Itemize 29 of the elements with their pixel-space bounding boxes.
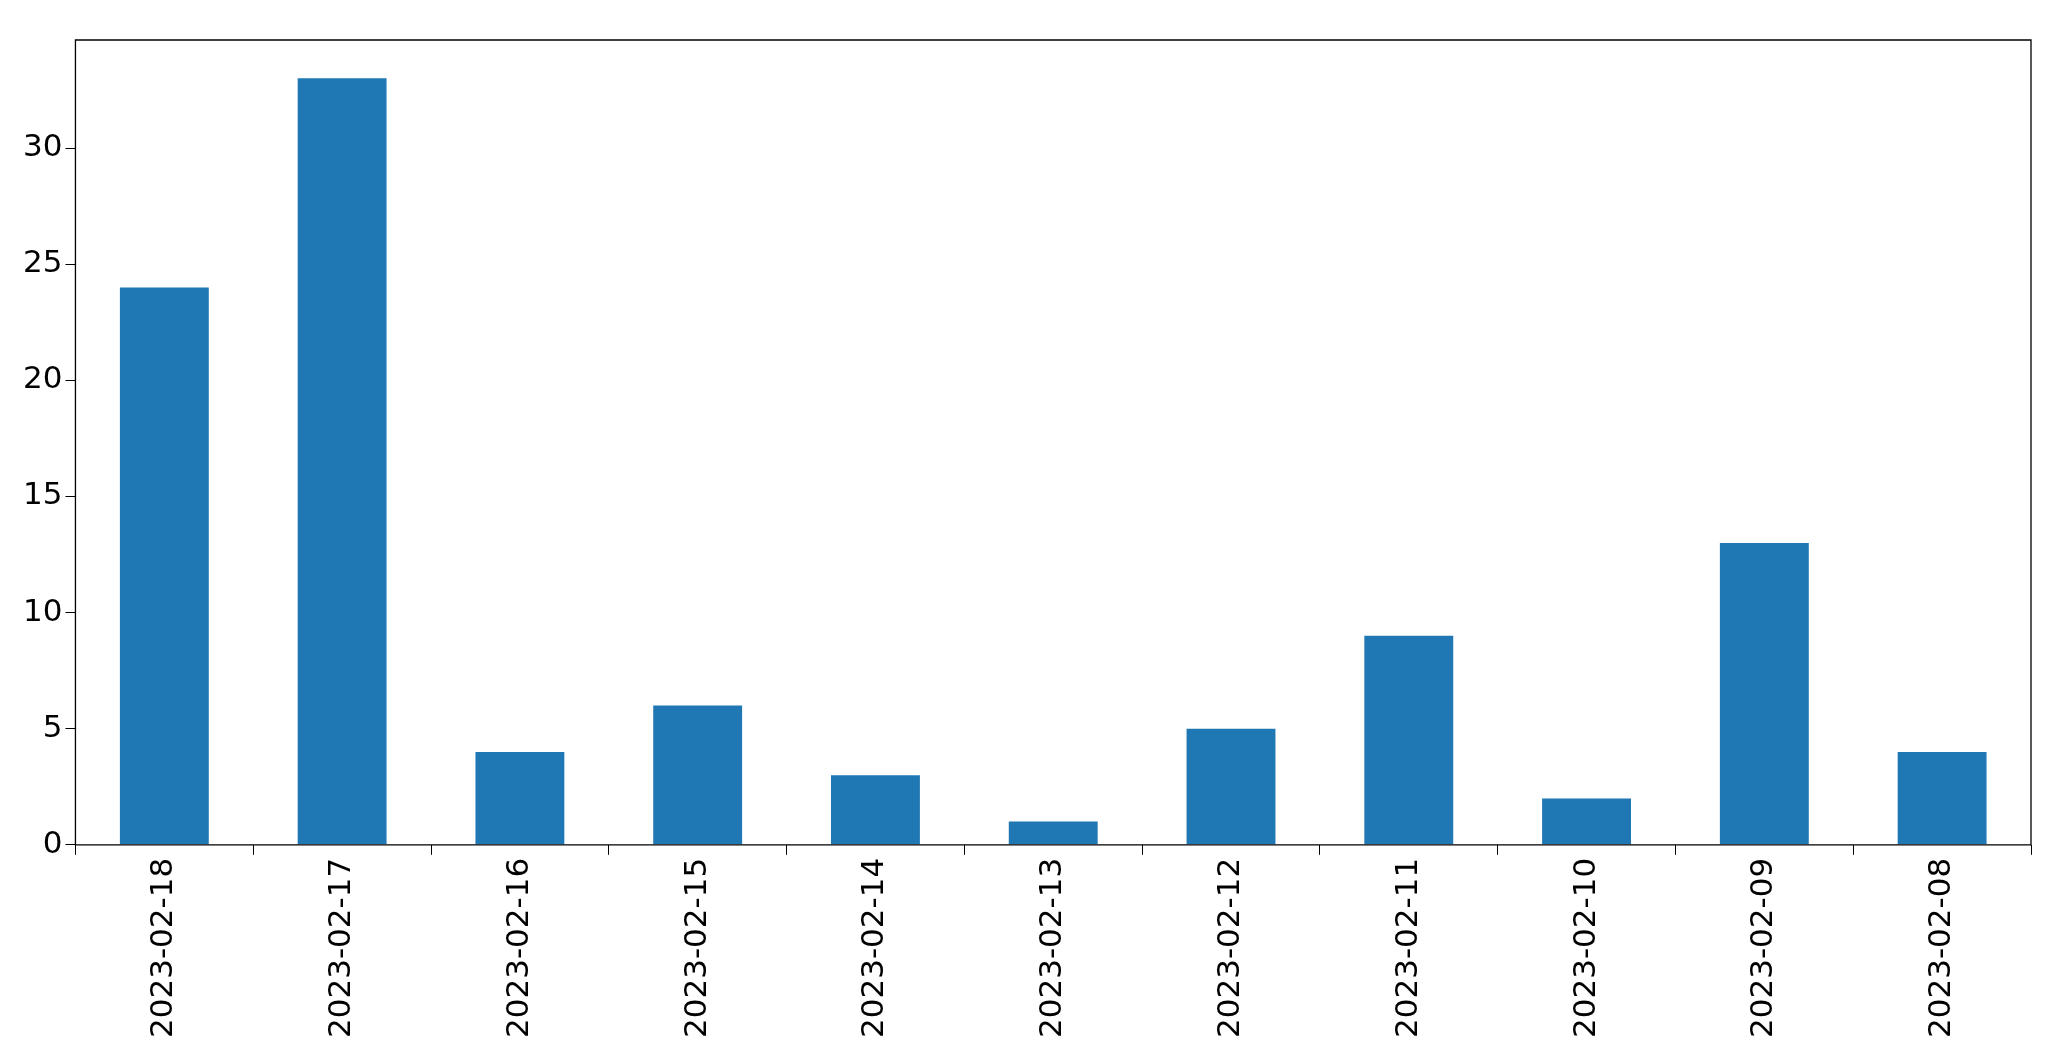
bar	[119, 287, 209, 845]
y-tick-label: 20	[22, 359, 63, 396]
x-tick-label: 2023-02-16	[498, 857, 535, 1039]
x-tick-label: 2023-02-10	[1565, 857, 1602, 1039]
bar	[1186, 728, 1276, 845]
x-tick-label: 2023-02-11	[1387, 857, 1424, 1039]
x-tick-label: 2023-02-12	[1210, 857, 1247, 1039]
y-tick-label: 10	[22, 591, 63, 628]
bar	[1364, 635, 1454, 845]
bar	[653, 705, 743, 845]
bar	[1897, 751, 1987, 845]
bar	[1719, 542, 1809, 845]
x-tick-label: 2023-02-18	[143, 857, 180, 1039]
bar	[1542, 798, 1631, 845]
y-tick-label: 5	[42, 707, 63, 744]
bar	[1008, 821, 1098, 845]
y-tick-label: 15	[22, 475, 63, 512]
x-tick-label: 2023-02-13	[1032, 857, 1069, 1039]
y-tick-label: 25	[22, 243, 63, 280]
y-tick-label: 30	[22, 127, 63, 164]
x-tick-label: 2023-02-17	[321, 857, 358, 1039]
x-tick-label: 2023-02-09	[1743, 857, 1780, 1039]
bar	[831, 775, 920, 845]
bar	[475, 751, 565, 845]
y-tick-label: 0	[42, 823, 63, 860]
bar	[297, 78, 387, 845]
x-tick-label: 2023-02-14	[854, 857, 891, 1039]
x-tick-label: 2023-02-08	[1921, 857, 1958, 1039]
x-tick-label: 2023-02-15	[676, 857, 713, 1039]
